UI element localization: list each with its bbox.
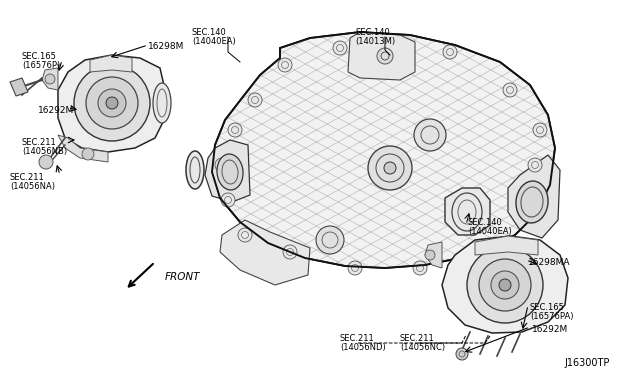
Circle shape	[45, 74, 55, 84]
Text: SEC.211: SEC.211	[10, 173, 45, 182]
Circle shape	[479, 259, 531, 311]
Text: SEC.165: SEC.165	[530, 303, 565, 312]
Text: SEC.165: SEC.165	[22, 52, 57, 61]
Text: (16576P): (16576P)	[22, 61, 60, 70]
Circle shape	[414, 119, 446, 151]
Polygon shape	[445, 188, 490, 235]
Circle shape	[499, 279, 511, 291]
Ellipse shape	[186, 151, 204, 189]
Circle shape	[456, 348, 468, 360]
Polygon shape	[442, 236, 568, 333]
Polygon shape	[90, 55, 132, 72]
Polygon shape	[508, 155, 560, 238]
Ellipse shape	[217, 154, 243, 190]
Circle shape	[533, 123, 547, 137]
Text: SEC.140: SEC.140	[468, 218, 503, 227]
Text: (14013M): (14013M)	[355, 37, 395, 46]
Text: J16300TP: J16300TP	[564, 358, 610, 368]
Polygon shape	[475, 236, 538, 255]
Circle shape	[467, 247, 543, 323]
Text: SEC.211: SEC.211	[22, 138, 57, 147]
Circle shape	[74, 65, 150, 141]
Polygon shape	[205, 140, 250, 202]
Circle shape	[425, 250, 435, 260]
Text: 16292M: 16292M	[532, 325, 568, 334]
Polygon shape	[58, 135, 108, 162]
Polygon shape	[348, 32, 415, 80]
Circle shape	[86, 77, 138, 129]
Text: SEC.211: SEC.211	[340, 334, 375, 343]
Circle shape	[39, 155, 53, 169]
Text: 16298MA: 16298MA	[528, 258, 570, 267]
Circle shape	[333, 41, 347, 55]
Polygon shape	[42, 68, 58, 90]
Text: SEC.140: SEC.140	[355, 28, 390, 37]
Text: 16298M: 16298M	[148, 42, 184, 51]
Polygon shape	[212, 32, 555, 268]
Ellipse shape	[153, 83, 171, 123]
Circle shape	[528, 158, 542, 172]
Circle shape	[248, 93, 262, 107]
Text: FRONT: FRONT	[165, 272, 200, 282]
Circle shape	[221, 193, 235, 207]
Circle shape	[348, 261, 362, 275]
Circle shape	[473, 248, 487, 262]
Circle shape	[377, 48, 393, 64]
Circle shape	[503, 83, 517, 97]
Polygon shape	[10, 78, 28, 96]
Text: SEC.140: SEC.140	[192, 28, 227, 37]
Circle shape	[106, 97, 118, 109]
Polygon shape	[58, 55, 165, 152]
Circle shape	[98, 89, 126, 117]
Text: (14040EA): (14040EA)	[192, 37, 236, 46]
Circle shape	[82, 148, 94, 160]
Circle shape	[491, 271, 519, 299]
Polygon shape	[425, 242, 442, 268]
Circle shape	[238, 228, 252, 242]
Circle shape	[283, 245, 297, 259]
Text: (14056NC): (14056NC)	[400, 343, 445, 352]
Circle shape	[368, 146, 412, 190]
Circle shape	[443, 45, 457, 59]
Circle shape	[316, 226, 344, 254]
Text: (14056NA): (14056NA)	[10, 182, 55, 191]
Circle shape	[228, 123, 242, 137]
Text: (14056ND): (14056ND)	[340, 343, 386, 352]
Circle shape	[384, 162, 396, 174]
Text: SEC.211: SEC.211	[400, 334, 435, 343]
Circle shape	[413, 261, 427, 275]
Text: (14056NB): (14056NB)	[22, 147, 67, 156]
Text: (16576PA): (16576PA)	[530, 312, 573, 321]
Ellipse shape	[516, 181, 548, 223]
Text: 16292M: 16292M	[38, 106, 74, 115]
Text: (14040EA): (14040EA)	[468, 227, 512, 236]
Circle shape	[215, 158, 229, 172]
Circle shape	[278, 58, 292, 72]
Polygon shape	[220, 220, 310, 285]
